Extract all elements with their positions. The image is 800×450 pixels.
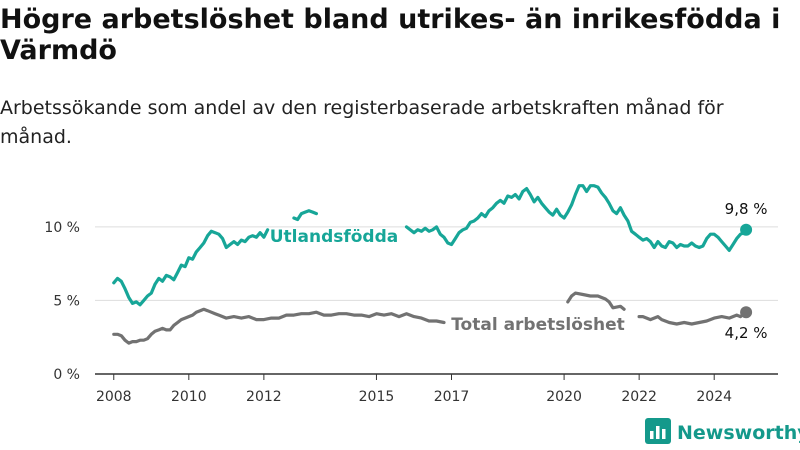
newsworthy-brand[interactable]: Newsworthy <box>645 418 800 448</box>
end-value-label-total: 4,2 % <box>725 324 768 342</box>
end-value-label-utlandsfodda: 9,8 % <box>725 200 768 218</box>
x-tick-label: 2022 <box>621 389 657 405</box>
y-tick-label: 5 % <box>53 293 80 309</box>
x-tick-label: 2008 <box>96 389 132 405</box>
series-label-utlandsfodda: Utlandsfödda <box>270 227 399 247</box>
x-tick-label: 2020 <box>546 389 582 405</box>
x-tick-label: 2024 <box>696 389 732 405</box>
x-tick-label: 2012 <box>246 389 282 405</box>
brand-name: Newsworthy <box>677 422 800 444</box>
gridlines <box>95 226 778 301</box>
end-point-utlandsfodda <box>740 223 753 236</box>
series <box>112 184 753 345</box>
chart-labels: Utlandsfödda Total arbetslöshet 9,8 % 4,2 % <box>270 200 768 342</box>
x-tick-label: 2010 <box>171 389 207 405</box>
series-label-total: Total arbetslöshet <box>451 315 625 335</box>
series-line-total <box>566 291 626 311</box>
page-title: Högre arbetslöshet bland utrikes- än inr… <box>0 4 781 66</box>
series-line-utlandsfodda <box>292 209 318 222</box>
series-line-total <box>637 310 748 326</box>
y-tick-label: 0 % <box>53 367 80 383</box>
x-tick-label: 2017 <box>434 389 470 405</box>
axes: 0 % 5 % 10 % 2008 2010 2012 2015 2017 2020 2022 20… <box>44 220 778 405</box>
page-subtitle: Arbetssökande som andel av den registerb… <box>0 97 724 148</box>
end-point-total <box>740 306 753 319</box>
bar-chart-logo-icon <box>645 418 671 448</box>
series-line-utlandsfodda <box>404 184 748 252</box>
series-line-total <box>112 307 446 345</box>
series-line-utlandsfodda <box>112 228 270 307</box>
y-tick-label: 10 % <box>44 220 80 236</box>
x-tick-label: 2015 <box>359 389 395 405</box>
